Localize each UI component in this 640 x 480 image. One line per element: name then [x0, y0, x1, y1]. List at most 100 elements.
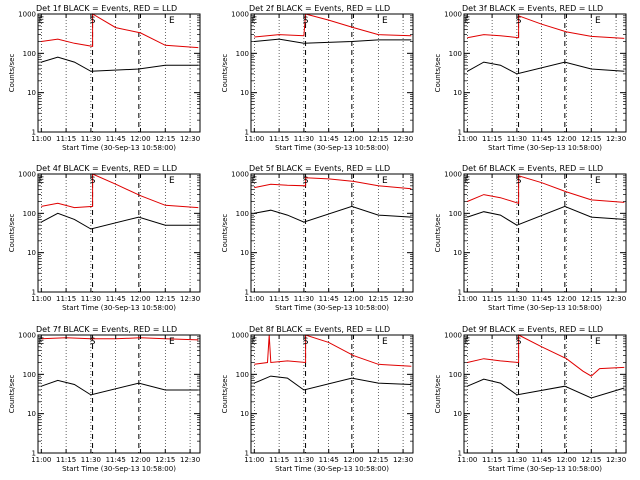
- chart-title: Det 7f BLACK = Events, RED = LLD: [36, 325, 177, 334]
- y-tick-label: 1000: [231, 332, 249, 340]
- x-axis-label: Start Time (30-Sep-13 10:58:00): [488, 144, 602, 152]
- series-line-lld: [467, 175, 625, 204]
- plot-frame: [37, 173, 201, 293]
- x-tick-label: 12:15: [581, 135, 601, 143]
- x-tick-label: 11:30: [294, 456, 314, 464]
- x-tick-label: 11:00: [457, 135, 477, 143]
- x-tick-label: 12:15: [368, 456, 388, 464]
- annotation-label: S: [90, 337, 96, 347]
- annotation-label: E: [382, 337, 388, 347]
- series-line-lld: [254, 334, 412, 367]
- x-tick-label: 11:00: [31, 135, 51, 143]
- x-tick-label: 12:00: [343, 135, 363, 143]
- x-tick-label: 11:00: [244, 135, 264, 143]
- y-axis-label: Counts/sec: [8, 54, 16, 93]
- annotation-label: E: [169, 337, 175, 347]
- annotation-label: S: [516, 16, 522, 26]
- x-tick-label: 12:00: [130, 135, 150, 143]
- x-tick-label: 11:30: [81, 135, 101, 143]
- series-line-events: [254, 38, 412, 44]
- x-tick-label: 12:00: [130, 456, 150, 464]
- x-axis-label: Start Time (30-Sep-13 10:58:00): [62, 304, 176, 312]
- y-axis-label: Counts/sec: [221, 214, 229, 253]
- series-line-events: [254, 205, 412, 223]
- x-tick-label: 11:15: [482, 135, 502, 143]
- annotation-label: E: [169, 176, 175, 186]
- y-tick-label: 10: [27, 249, 36, 257]
- x-tick-label: 12:30: [393, 295, 413, 303]
- x-tick-label: 12:30: [606, 295, 626, 303]
- x-tick-label: 11:30: [507, 456, 527, 464]
- annotation-label: E: [169, 16, 175, 26]
- y-tick-label: 100: [449, 50, 462, 58]
- series-line-events: [41, 212, 199, 230]
- y-tick-label: 1000: [444, 11, 462, 19]
- y-tick-label: 10: [453, 249, 462, 257]
- panel-5: 11:00 11:15 11:30 11:45 12:00 12:15 12:30 1 10 10…: [221, 164, 414, 312]
- x-tick-label: 11:45: [319, 456, 339, 464]
- annotation-label: E: [595, 16, 601, 26]
- annotation-label: S: [516, 337, 522, 347]
- x-tick-label: 12:15: [581, 295, 601, 303]
- x-tick-label: 12:15: [368, 135, 388, 143]
- annotation-label: S: [303, 16, 309, 26]
- y-axis-label: Counts/sec: [8, 214, 16, 253]
- plot-frame: [463, 173, 627, 293]
- x-tick-label: 11:15: [269, 456, 289, 464]
- y-axis-label: Counts/sec: [434, 214, 442, 253]
- annotation-label: E: [38, 176, 44, 186]
- series-line-lld: [41, 13, 199, 49]
- x-tick-label: 11:15: [56, 135, 76, 143]
- chart-title: Det 4f BLACK = Events, RED = LLD: [36, 164, 177, 173]
- x-axis-label: Start Time (30-Sep-13 10:58:00): [62, 465, 176, 473]
- x-tick-label: 12:00: [343, 456, 363, 464]
- y-tick-label: 1: [245, 289, 249, 297]
- y-tick-label: 1: [245, 129, 249, 137]
- x-tick-label: 11:30: [81, 295, 101, 303]
- plot-frame: [250, 13, 414, 133]
- annotation-label: E: [595, 337, 601, 347]
- y-tick-label: 1: [458, 450, 462, 458]
- y-tick-label: 1: [32, 129, 36, 137]
- y-tick-label: 10: [27, 89, 36, 97]
- chart-title: Det 1f BLACK = Events, RED = LLD: [36, 4, 177, 13]
- y-tick-label: 1: [458, 289, 462, 297]
- x-tick-label: 11:45: [106, 295, 126, 303]
- x-tick-label: 11:15: [56, 456, 76, 464]
- chart-title: Det 9f BLACK = Events, RED = LLD: [462, 325, 603, 334]
- series-line-lld: [254, 177, 412, 190]
- y-tick-label: 1000: [18, 332, 36, 340]
- annotation-label: E: [38, 337, 44, 347]
- x-tick-label: 11:30: [294, 295, 314, 303]
- x-tick-label: 12:15: [155, 135, 175, 143]
- series-line-events: [254, 375, 412, 391]
- annotation-label: E: [251, 16, 257, 26]
- x-tick-label: 11:45: [532, 135, 552, 143]
- annotation-label: E: [251, 337, 257, 347]
- x-tick-label: 12:30: [606, 456, 626, 464]
- annotation-label: E: [464, 16, 470, 26]
- series-line-lld: [41, 173, 199, 209]
- series-line-lld: [254, 13, 412, 38]
- x-tick-label: 11:45: [319, 295, 339, 303]
- x-axis-label: Start Time (30-Sep-13 10:58:00): [275, 465, 389, 473]
- x-tick-label: 11:45: [532, 456, 552, 464]
- x-tick-label: 11:45: [106, 456, 126, 464]
- y-tick-label: 1: [32, 450, 36, 458]
- y-tick-label: 100: [236, 210, 249, 218]
- x-tick-label: 12:15: [155, 295, 175, 303]
- y-tick-label: 1: [32, 289, 36, 297]
- x-tick-label: 12:00: [556, 295, 576, 303]
- plot-frame: [250, 173, 414, 293]
- y-tick-label: 10: [27, 410, 36, 418]
- x-tick-label: 12:15: [581, 456, 601, 464]
- x-tick-label: 12:00: [556, 456, 576, 464]
- x-axis-label: Start Time (30-Sep-13 10:58:00): [62, 144, 176, 152]
- panel-7: 11:00 11:15 11:30 11:45 12:00 12:15 12:30 1 10 10…: [8, 325, 201, 473]
- y-tick-label: 10: [453, 89, 462, 97]
- x-tick-label: 12:30: [393, 135, 413, 143]
- x-tick-label: 11:45: [106, 135, 126, 143]
- x-axis-label: Start Time (30-Sep-13 10:58:00): [488, 465, 602, 473]
- chart-title: Det 3f BLACK = Events, RED = LLD: [462, 4, 603, 13]
